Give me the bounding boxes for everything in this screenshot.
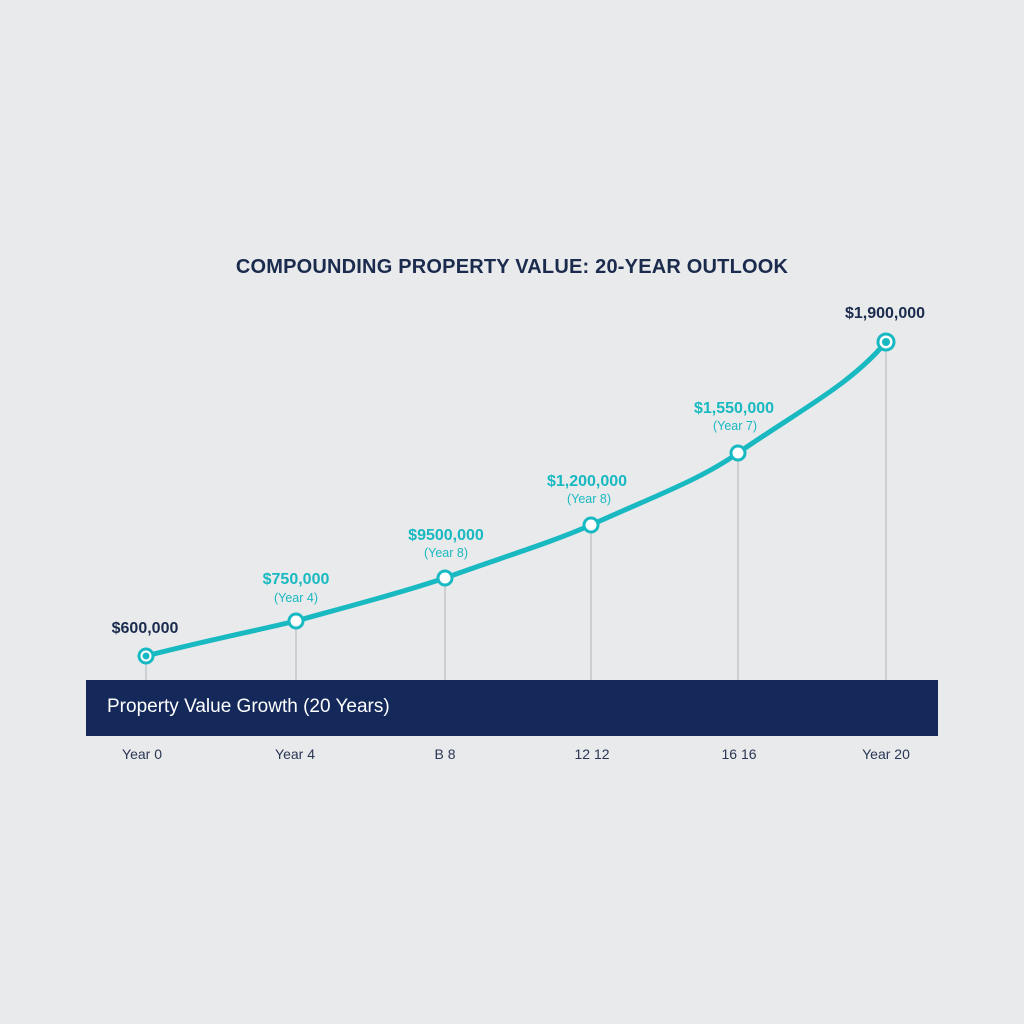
x-tick-label: Year 0 [122,746,162,762]
x-tick-label: 12 12 [574,746,610,762]
chart-title: COMPOUNDING PROPERTY VALUE: 20-YEAR OUTL… [235,256,789,278]
value-label-year-16: $1,550,000 [693,400,775,417]
point-year-12 [582,516,600,534]
x-tick-label: 16 16 [721,746,757,762]
data-points [137,332,896,665]
point-year-8 [436,569,454,587]
point-year-16 [729,444,747,462]
band-label: Property Value Growth (20 Years) [107,696,390,717]
sub-label-year-12: (Year 8) [566,492,612,506]
value-label-year-8: $9500,000 [408,527,484,544]
value-label-year-4: $750,000 [262,571,330,588]
chart-band: Property Value Growth (20 Years) [86,680,938,736]
x-tick-label: Year 4 [275,746,315,762]
value-line [143,339,889,659]
value-label-year-12: $1,200,000 [546,473,628,490]
sub-label-year-4: (Year 4) [273,591,319,605]
x-tick-label: B 8 [434,746,456,762]
value-label-year-20: $1,900,000 [844,305,926,322]
sub-label-year-16: (Year 7) [712,419,758,433]
sub-label-year-8: (Year 8) [423,546,469,560]
value-label-year-0: $600,000 [111,620,179,637]
x-tick-label: Year 20 [862,746,910,762]
gridlines [145,342,887,680]
point-year-4 [287,612,305,630]
